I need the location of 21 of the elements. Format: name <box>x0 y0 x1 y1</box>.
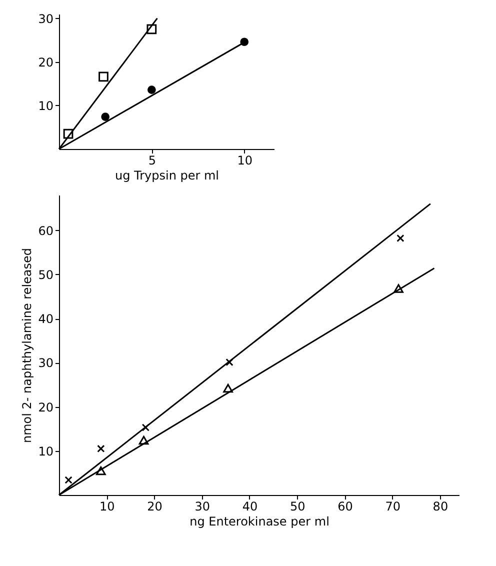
x-axis-title: ng Enterokinase per ml <box>190 514 330 528</box>
y-tick-label: 40 <box>38 312 54 326</box>
y-tick-label: 20 <box>38 55 54 70</box>
y-tick-label: 30 <box>38 356 54 370</box>
x-tick-label: 40 <box>242 500 258 514</box>
x-tick-label: 30 <box>194 500 210 514</box>
x-axis-title: ug Trypsin per ml <box>114 168 220 182</box>
x-tick-label: 5 <box>148 154 156 168</box>
y-tick-label: 50 <box>38 268 54 282</box>
y-tick-label: 10 <box>38 444 54 458</box>
y-tick-label: 20 <box>38 400 54 414</box>
y-axis-title: nmol 2- naphthylamine released <box>20 248 34 444</box>
x-tick-label: 60 <box>338 500 353 514</box>
x-tick-label: 10 <box>99 500 115 514</box>
x-tick-label: 80 <box>432 500 448 514</box>
x-tick-label: 20 <box>147 500 162 514</box>
x-tick-label: 70 <box>385 500 400 514</box>
y-tick-label: 30 <box>38 12 54 26</box>
y-tick-label: 10 <box>38 98 54 113</box>
y-tick-label: 60 <box>38 224 54 238</box>
x-tick-label: 50 <box>290 500 306 514</box>
